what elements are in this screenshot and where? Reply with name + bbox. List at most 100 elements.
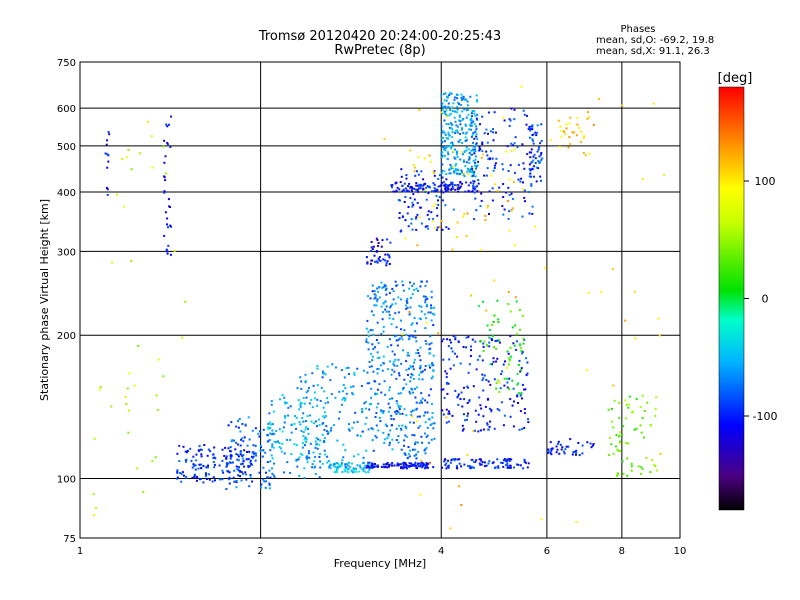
data-point	[228, 476, 231, 479]
data-point	[388, 338, 391, 341]
data-point	[429, 424, 432, 426]
data-point	[399, 181, 402, 184]
data-point	[295, 458, 298, 461]
data-point	[493, 279, 496, 282]
data-point	[425, 280, 428, 283]
data-point	[478, 355, 481, 358]
data-point	[424, 298, 427, 301]
data-point	[453, 98, 456, 101]
data-point	[408, 287, 411, 290]
data-point	[388, 254, 391, 257]
data-point	[479, 340, 482, 343]
x-tick-label: 10	[674, 546, 687, 557]
data-point	[522, 467, 524, 470]
data-point	[417, 451, 420, 453]
data-point	[383, 138, 386, 141]
data-point	[443, 99, 446, 102]
data-point	[273, 476, 276, 479]
data-point	[438, 196, 441, 199]
data-point	[491, 157, 494, 160]
data-point	[465, 149, 468, 152]
data-point	[410, 465, 413, 468]
data-point	[536, 131, 539, 134]
data-point	[407, 354, 410, 357]
data-point	[281, 430, 284, 433]
data-point	[502, 459, 505, 462]
data-point	[176, 469, 179, 472]
data-point	[479, 429, 482, 432]
data-point	[652, 102, 655, 105]
data-point	[281, 394, 284, 397]
data-point	[380, 305, 383, 308]
data-point	[283, 421, 286, 424]
data-point	[565, 123, 568, 126]
data-point	[485, 174, 488, 177]
data-point	[588, 152, 591, 155]
data-point	[500, 373, 503, 375]
phases-header: Phases	[620, 24, 655, 35]
data-point	[504, 360, 506, 363]
data-point	[478, 396, 481, 399]
data-point	[440, 219, 443, 222]
data-point	[429, 311, 432, 314]
data-point	[430, 307, 433, 309]
data-point	[456, 396, 459, 399]
data-point	[472, 159, 475, 162]
data-point	[444, 155, 446, 158]
data-point	[460, 104, 463, 106]
data-point	[443, 460, 446, 463]
data-point	[405, 414, 408, 417]
data-point	[333, 465, 336, 468]
data-point	[398, 408, 401, 411]
data-point	[488, 460, 491, 463]
data-point	[411, 434, 414, 436]
data-point	[395, 400, 398, 403]
data-point	[395, 377, 398, 380]
data-points	[92, 85, 666, 530]
data-point	[317, 438, 320, 441]
data-point	[169, 206, 171, 208]
data-point	[444, 110, 446, 113]
data-point	[483, 340, 486, 343]
data-point	[410, 462, 413, 465]
data-point	[659, 452, 662, 455]
data-point	[414, 441, 417, 444]
data-point	[415, 457, 418, 460]
data-point	[489, 130, 492, 133]
data-point	[300, 380, 303, 383]
data-point	[481, 115, 484, 118]
data-point	[415, 464, 418, 467]
data-point	[455, 93, 458, 96]
data-point	[457, 172, 460, 175]
data-point	[433, 174, 436, 177]
data-point	[442, 413, 445, 416]
data-point	[373, 466, 375, 468]
data-point	[429, 335, 432, 338]
y-tick-label: 750	[57, 58, 76, 69]
data-point	[453, 96, 456, 99]
data-point	[486, 324, 489, 327]
data-point	[461, 429, 464, 432]
data-point	[400, 428, 403, 431]
data-point	[258, 471, 261, 474]
data-point	[92, 493, 95, 496]
data-point	[419, 415, 421, 418]
data-point	[572, 451, 575, 454]
data-point	[373, 380, 376, 383]
data-point	[407, 465, 410, 468]
data-point	[456, 97, 459, 100]
data-point	[295, 427, 297, 430]
data-point	[457, 101, 460, 104]
data-point	[301, 454, 304, 457]
data-point	[516, 383, 519, 386]
data-point	[465, 181, 468, 184]
data-point	[404, 187, 407, 190]
data-point	[454, 164, 457, 167]
data-point	[472, 120, 475, 123]
y-tick-label: 75	[63, 534, 76, 545]
data-point	[532, 142, 535, 145]
data-point	[372, 314, 375, 317]
data-point	[451, 128, 454, 131]
data-point	[352, 393, 355, 396]
data-point	[617, 472, 619, 475]
